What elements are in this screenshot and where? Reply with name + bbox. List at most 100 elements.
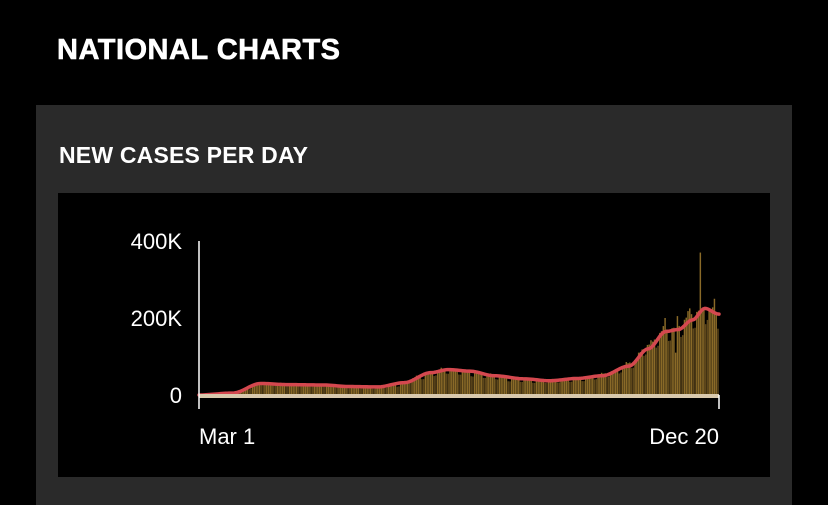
daily-case-bar [686, 318, 687, 395]
daily-case-bar [261, 385, 262, 395]
daily-case-bar [285, 386, 286, 395]
daily-case-bar [701, 309, 702, 395]
daily-case-bar [335, 387, 336, 395]
daily-case-bar [527, 379, 528, 395]
daily-case-bar [439, 370, 440, 395]
daily-case-bar [500, 377, 501, 395]
daily-case-bar [606, 377, 607, 395]
daily-case-bar [559, 382, 560, 395]
daily-case-bar [478, 372, 479, 395]
daily-case-bar [557, 382, 558, 395]
daily-case-bar [395, 385, 396, 395]
daily-case-bar [386, 388, 387, 395]
daily-case-bar [506, 378, 507, 395]
daily-case-bar [488, 374, 489, 395]
daily-case-bar [670, 341, 671, 395]
daily-case-bar [617, 370, 618, 395]
daily-case-bar [536, 380, 537, 395]
daily-case-bar [324, 387, 325, 396]
daily-case-bar [275, 385, 276, 395]
daily-case-bar [620, 372, 621, 395]
daily-case-bar [421, 379, 422, 395]
daily-case-bar [522, 382, 523, 395]
daily-case-bar [495, 379, 496, 395]
daily-case-bar [483, 378, 484, 395]
daily-case-bar [361, 388, 362, 395]
daily-case-bar [694, 328, 695, 395]
daily-case-bar [430, 373, 431, 395]
daily-case-bar [520, 382, 521, 395]
daily-case-bar [675, 353, 676, 395]
daily-case-bar [656, 348, 657, 395]
daily-case-bar [359, 388, 360, 395]
daily-case-bar [336, 387, 337, 395]
daily-case-bar [419, 376, 420, 395]
daily-case-bar [432, 373, 433, 395]
daily-case-bar [592, 377, 593, 395]
daily-case-bar [590, 377, 591, 395]
daily-case-bar [573, 379, 574, 395]
daily-case-bar [610, 373, 611, 395]
daily-case-bar [458, 375, 459, 395]
daily-case-bar [479, 374, 480, 395]
daily-case-bar [678, 326, 679, 395]
daily-case-bar [654, 340, 655, 395]
daily-case-bar [664, 318, 665, 395]
daily-case-bar [682, 335, 683, 395]
daily-case-bar [384, 388, 385, 395]
daily-case-bar [580, 378, 581, 395]
daily-case-bar [574, 378, 575, 395]
daily-case-bar [611, 372, 612, 395]
daily-case-bar [582, 381, 583, 395]
daily-case-bar [700, 253, 701, 395]
daily-case-bar [513, 378, 514, 395]
daily-case-bar [608, 377, 609, 395]
daily-case-bar [567, 379, 568, 395]
daily-case-bar [400, 384, 401, 395]
daily-case-bar [474, 373, 475, 395]
daily-case-bar [518, 379, 519, 395]
daily-case-bar [298, 386, 299, 395]
daily-case-bar [619, 373, 620, 395]
daily-case-bar [708, 310, 709, 395]
daily-case-bar [476, 373, 477, 395]
daily-case-bar [691, 314, 692, 395]
x-tick-label-start: Mar 1 [199, 424, 255, 449]
daily-case-bar [398, 386, 399, 395]
daily-case-bar [530, 380, 531, 395]
daily-case-bar [472, 377, 473, 395]
daily-case-bar [597, 375, 598, 395]
daily-case-bar [647, 345, 648, 395]
daily-case-bar [583, 381, 584, 395]
daily-case-bar [613, 371, 614, 395]
daily-case-bar [560, 380, 561, 395]
daily-case-bar [571, 382, 572, 395]
daily-case-bar [589, 376, 590, 395]
daily-case-bar [507, 381, 508, 395]
daily-case-bar [543, 380, 544, 395]
daily-case-bar [396, 387, 397, 395]
daily-case-bar [444, 369, 445, 395]
daily-case-bar [446, 374, 447, 395]
daily-case-bar [532, 383, 533, 395]
daily-case-bar [504, 378, 505, 395]
daily-case-bar [393, 385, 394, 395]
daily-case-bar [703, 308, 704, 395]
daily-case-bar [643, 356, 644, 395]
daily-case-bar [310, 386, 311, 395]
daily-case-bar [661, 331, 662, 395]
daily-case-bar [322, 386, 323, 395]
daily-case-bar [585, 378, 586, 395]
daily-case-bar [515, 378, 516, 395]
x-tick-label-end: Dec 20 [649, 424, 719, 449]
daily-case-bar [511, 378, 512, 395]
daily-case-bar [668, 341, 669, 395]
daily-case-bar [596, 379, 597, 395]
daily-case-bar [705, 324, 706, 395]
daily-case-bar [615, 371, 616, 395]
daily-case-bar [451, 370, 452, 395]
daily-case-bar [587, 378, 588, 395]
daily-case-bar [456, 370, 457, 395]
